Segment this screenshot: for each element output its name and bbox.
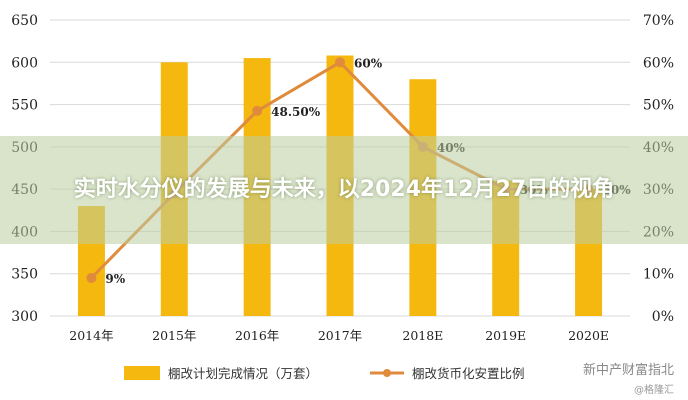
- line-point: [86, 272, 97, 283]
- y-right-tick-label: 50%: [643, 98, 674, 114]
- y-left-tick-label: 650: [11, 13, 38, 29]
- line-point: [252, 105, 263, 116]
- data-label: 9%: [105, 272, 125, 286]
- y-right-tick-label: 0%: [652, 309, 674, 325]
- x-tick-label: 2016年: [235, 328, 279, 343]
- y-left-tick-label: 600: [11, 55, 38, 71]
- legend: 棚改计划完成情况（万套） 棚改货币化安置比例: [124, 366, 525, 381]
- x-tick-label: 2017年: [318, 328, 362, 343]
- page-title: 实时水分仪的发展与未来，以2024年12月27日的视角: [73, 177, 615, 202]
- y-left-tick-label: 300: [11, 309, 38, 325]
- data-label: 48.50%: [271, 105, 321, 119]
- y-left-tick-label: 550: [11, 98, 38, 114]
- y-right-tick-label: 60%: [643, 55, 674, 71]
- legend-swatch-bar: [124, 366, 160, 380]
- watermark-main: 新中产财富指北: [582, 363, 674, 378]
- x-tick-label: 2014年: [69, 328, 113, 343]
- y-right-tick-label: 70%: [643, 13, 674, 29]
- data-label: 60%: [354, 56, 383, 70]
- legend-swatch-marker: [383, 369, 391, 377]
- x-tick-label: 2020E: [568, 328, 609, 343]
- legend-label-line: 棚改货币化安置比例: [412, 366, 525, 381]
- x-tick-label: 2015年: [152, 328, 196, 343]
- watermark-sub: @格隆汇: [634, 385, 674, 396]
- x-tick-label: 2018E: [402, 328, 443, 343]
- legend-label-bar: 棚改计划完成情况（万套）: [168, 366, 318, 381]
- title-banner: 实时水分仪的发展与未来，以2024年12月27日的视角: [0, 136, 688, 244]
- y-right-tick-label: 10%: [643, 267, 674, 283]
- y-left-tick-label: 350: [11, 267, 38, 283]
- x-tick-label: 2019E: [485, 328, 526, 343]
- line-point: [335, 57, 345, 68]
- x-axis-categories: 2014年 2015年 2016年 2017年 2018E 2019E 2020E: [69, 328, 609, 343]
